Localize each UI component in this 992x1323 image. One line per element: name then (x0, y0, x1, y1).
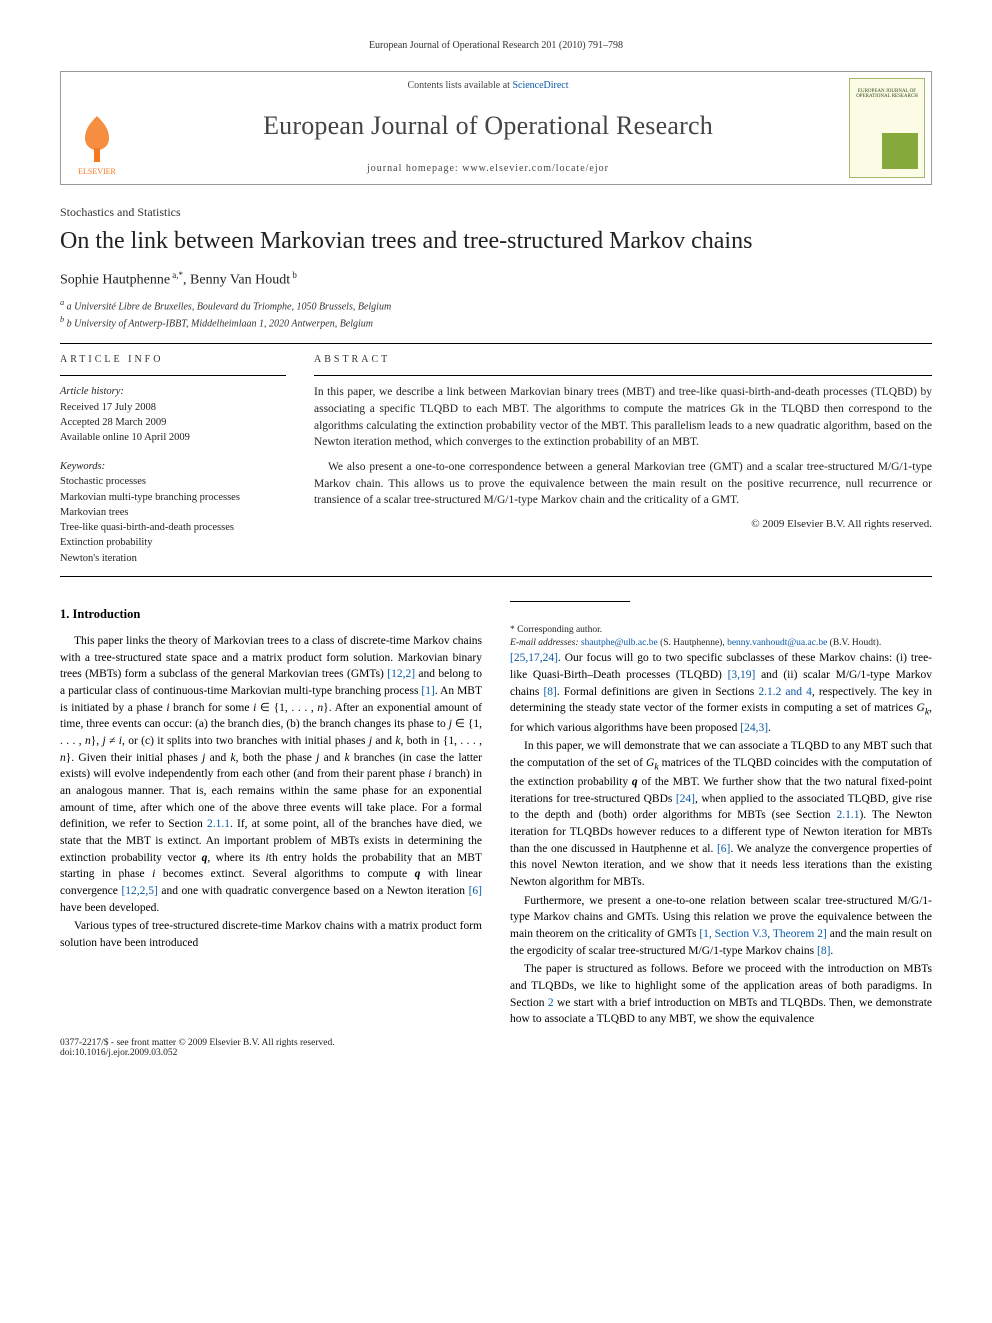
body-para: The paper is structured as follows. Befo… (510, 961, 932, 1028)
affil-sup-b: b (290, 270, 297, 280)
keyword-item: Newton's iteration (60, 551, 286, 566)
ref-link[interactable]: [12,2,5] (121, 885, 157, 897)
elsevier-tree-icon: ELSEVIER (67, 110, 127, 178)
corresponding-author-note: * Corresponding author. (510, 624, 932, 637)
email-addresses-line: E-mail addresses: shautphe@ulb.ac.be (S.… (510, 637, 932, 650)
copyright-line: © 2009 Elsevier B.V. All rights reserved… (314, 517, 932, 533)
section-link[interactable]: 2.1.2 and 4 (758, 686, 812, 698)
affiliation-b: b b University of Antwerp-IBBT, Middelhe… (60, 314, 932, 331)
elsevier-wordmark: ELSEVIER (78, 167, 116, 176)
affiliation-a: a a Université Libre de Bruxelles, Boule… (60, 297, 932, 314)
rule-top (60, 343, 932, 344)
section-link[interactable]: 2.1.1 (207, 818, 230, 830)
article-title: On the link between Markovian trees and … (60, 226, 932, 256)
article-section-label: Stochastics and Statistics (60, 205, 932, 220)
publisher-logo-cell: ELSEVIER (61, 72, 133, 184)
sciencedirect-link[interactable]: ScienceDirect (512, 80, 568, 91)
section-link[interactable]: 2.1.1 (836, 809, 859, 821)
history-online: Available online 10 April 2009 (60, 430, 286, 445)
ref-link[interactable]: [12,2] (387, 668, 415, 680)
history-label: Article history: (60, 384, 286, 399)
ref-link[interactable]: [6] (717, 843, 730, 855)
contents-prefix: Contents lists available at (407, 80, 512, 91)
abstract-para: In this paper, we describe a link betwee… (314, 384, 932, 451)
author-line: Sophie Hautphenne a,*, Benny Van Houdt b (60, 270, 932, 289)
body-para: Various types of tree-structured discret… (60, 918, 482, 951)
section-heading-introduction: 1. Introduction (60, 605, 482, 623)
ref-link[interactable]: [24,3] (740, 722, 768, 734)
ref-link[interactable]: [3,19] (728, 669, 756, 681)
ref-link[interactable]: [8] (543, 686, 556, 698)
affiliations-block: a a Université Libre de Bruxelles, Boule… (60, 297, 932, 332)
emails-label: E-mail addresses: (510, 638, 579, 648)
article-history: Article history: Received 17 July 2008 A… (60, 384, 286, 445)
contents-available-line: Contents lists available at ScienceDirec… (143, 80, 833, 91)
affil-sup-a: a, (170, 270, 179, 280)
history-received: Received 17 July 2008 (60, 400, 286, 415)
rule-info (60, 375, 286, 376)
body-para: Furthermore, we present a one-to-one rel… (510, 893, 932, 960)
cover-green-block (882, 133, 918, 169)
front-matter-line: 0377-2217/$ - see front matter © 2009 El… (60, 1038, 932, 1048)
author-email-link[interactable]: benny.vanhoudt@ua.ac.be (727, 638, 827, 648)
author-email-link[interactable]: shautphe@ulb.ac.be (581, 638, 658, 648)
section-link[interactable]: 2 (548, 997, 554, 1009)
ref-link[interactable]: [1] (421, 685, 434, 697)
keywords-block: Keywords: Stochastic processes Markovian… (60, 459, 286, 566)
article-info-heading: ARTICLE INFO (60, 354, 286, 365)
doi-line: doi:10.1016/j.ejor.2009.03.052 (60, 1048, 932, 1058)
cover-title-band: EUROPEAN JOURNAL OF OPERATIONAL RESEARCH (850, 89, 924, 99)
journal-name: European Journal of Operational Research (143, 111, 833, 141)
body-para: In this paper, we will demonstrate that … (510, 738, 932, 891)
abstract-heading: ABSTRACT (314, 354, 932, 365)
rule-abstract (314, 375, 932, 376)
ref-link[interactable]: [6] (469, 885, 482, 897)
footnotes-block: * Corresponding author. E-mail addresses… (510, 601, 932, 651)
cover-thumb-cell: EUROPEAN JOURNAL OF OPERATIONAL RESEARCH (843, 72, 931, 184)
author-email-who: (S. Hautphenne), (660, 638, 725, 648)
ref-link[interactable]: [24] (676, 793, 695, 805)
history-accepted: Accepted 28 March 2009 (60, 415, 286, 430)
keyword-item: Extinction probability (60, 535, 286, 550)
rule-bottom (60, 576, 932, 577)
journal-masthead: ELSEVIER Contents lists available at Sci… (60, 71, 932, 185)
running-header: European Journal of Operational Research… (60, 40, 932, 51)
keyword-item: Markovian trees (60, 505, 286, 520)
body-para: [25,17,24]. Our focus will go to two spe… (510, 650, 932, 736)
keyword-item: Tree-like quasi-birth-and-death processe… (60, 520, 286, 535)
author-email-who: (B.V. Houdt). (830, 638, 882, 648)
ref-link[interactable]: [1, Section V.3, Theorem 2] (699, 928, 827, 940)
journal-cover-thumbnail: EUROPEAN JOURNAL OF OPERATIONAL RESEARCH (849, 78, 925, 178)
body-para: This paper links the theory of Markovian… (60, 633, 482, 916)
footnote-rule (510, 601, 630, 602)
keywords-label: Keywords: (60, 459, 286, 474)
keyword-item: Stochastic processes (60, 474, 286, 489)
abstract-para: We also present a one-to-one corresponde… (314, 459, 932, 509)
keyword-item: Markovian multi-type branching processes (60, 490, 286, 505)
abstract-text: In this paper, we describe a link betwee… (314, 384, 932, 533)
ref-link[interactable]: [8] (817, 945, 830, 957)
corresponding-star: * (179, 270, 184, 280)
body-two-columns: 1. Introduction This paper links the the… (60, 601, 932, 1028)
journal-homepage-line: journal homepage: www.elsevier.com/locat… (143, 163, 833, 174)
ref-link[interactable]: [25,17,24] (510, 652, 558, 664)
